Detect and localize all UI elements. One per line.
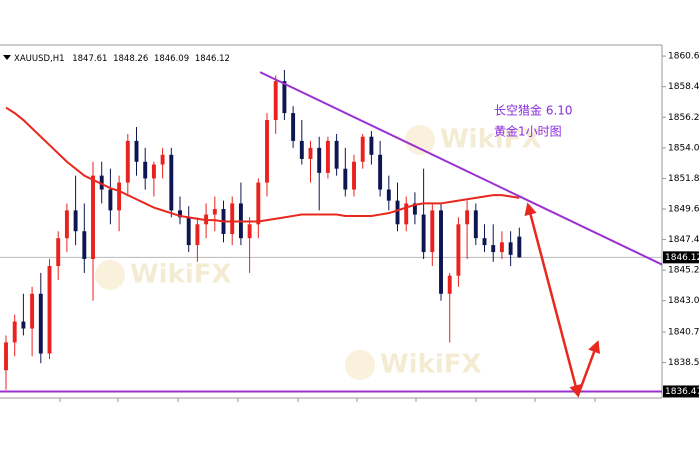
price-tag-bg	[663, 251, 699, 264]
candle-body	[117, 182, 122, 211]
candle-body	[291, 113, 296, 141]
candle-body	[64, 210, 69, 239]
y-tick-label: 1858.40	[668, 82, 700, 92]
moving-average	[5, 106, 520, 223]
watermark: WikiFX	[380, 350, 482, 380]
candle-body	[482, 238, 487, 246]
y-tick-label: 1860.60	[668, 52, 700, 62]
candle-body	[465, 210, 470, 225]
candle-body	[186, 217, 191, 246]
candle-body	[473, 210, 478, 239]
candle-body	[4, 342, 8, 371]
y-tick-label: 1854.00	[668, 143, 700, 153]
price-tag: 1846.12	[665, 253, 700, 263]
y-tick-label: 1840.75	[668, 327, 700, 337]
y-tick-label: 1847.40	[668, 235, 700, 245]
candle-body	[456, 224, 461, 276]
candle-body	[212, 208, 217, 215]
candle-body	[247, 224, 252, 239]
candle-body	[38, 293, 43, 354]
candle-body	[430, 210, 435, 253]
watermark-logo	[95, 260, 125, 290]
candle-body	[47, 265, 52, 354]
candle-body	[343, 168, 348, 190]
candle-body	[125, 140, 130, 183]
candle-body	[325, 140, 330, 173]
candle-body	[508, 242, 513, 255]
y-tick-label: 1851.80	[668, 174, 700, 184]
candle-body	[439, 210, 443, 294]
candle-body	[230, 203, 235, 235]
candle-body	[360, 136, 365, 162]
candle-body	[134, 140, 139, 162]
watermarks: WikiFX WikiFX WikiFX	[95, 125, 542, 380]
candle-body	[143, 161, 148, 179]
candle-body	[299, 140, 304, 159]
candle-body	[169, 154, 174, 211]
watermark: WikiFX	[130, 260, 232, 290]
candle-body	[273, 81, 278, 121]
open-value: 1847.61	[72, 54, 107, 64]
candle-body	[499, 242, 504, 253]
candle-body	[195, 224, 200, 246]
trend-line	[259, 71, 663, 266]
candle-body	[308, 147, 313, 159]
candle-body	[386, 189, 391, 201]
candle-body	[334, 140, 339, 169]
y-tick-label: 1856.20	[668, 113, 700, 123]
candle-body	[412, 203, 417, 215]
candle-body	[12, 321, 17, 343]
candle-body	[91, 175, 95, 260]
candle-body	[404, 203, 409, 225]
y-tick-label: 1838.55	[668, 358, 700, 368]
forecast-arrow	[576, 340, 601, 396]
watermark-logo	[405, 125, 435, 155]
y-tick-label: 1849.60	[668, 204, 700, 214]
candle-body	[99, 175, 104, 190]
candle-body	[265, 120, 269, 183]
candle-body	[178, 210, 182, 218]
watermark-logo	[345, 350, 375, 380]
candle-body	[517, 236, 522, 258]
candle-body	[369, 136, 374, 155]
watermark: WikiFX	[440, 125, 542, 155]
annotation: 黄金1小时图	[494, 124, 562, 139]
candle-body	[352, 161, 356, 190]
candle-body	[395, 200, 400, 225]
y-tick-label: 1845.20	[668, 266, 700, 276]
close-value: 1846.12	[195, 54, 230, 64]
candle-body	[491, 245, 496, 253]
candle-body	[282, 81, 287, 114]
price-tag-bg	[663, 385, 699, 398]
candle-body	[108, 189, 113, 211]
candle-body	[421, 214, 426, 253]
candle-body	[82, 231, 87, 260]
y-tick-label: 1843.00	[668, 296, 700, 306]
annotation: 长空猎金 6.10	[494, 103, 573, 118]
candle-body	[256, 182, 261, 225]
x-ticks	[59, 398, 596, 402]
candle-body	[378, 154, 383, 190]
high-value: 1848.26	[113, 54, 148, 64]
symbol: XAUUSD,H1	[14, 54, 65, 64]
symbol-arrow	[3, 55, 11, 60]
candle-body	[56, 238, 61, 266]
candle-body	[160, 154, 165, 165]
low-value: 1846.09	[154, 54, 189, 64]
candle-body	[447, 275, 452, 294]
candle-body	[151, 164, 156, 179]
candle-body	[73, 210, 78, 232]
candle-body	[317, 147, 322, 173]
candle-body	[21, 321, 26, 329]
chart-header: XAUUSD,H1 1847.61 1848.26 1846.09 1846.1…	[14, 54, 230, 64]
forecast-arrow	[524, 202, 582, 398]
candle-body	[30, 293, 35, 329]
price-tag: 1836.47	[665, 387, 700, 397]
